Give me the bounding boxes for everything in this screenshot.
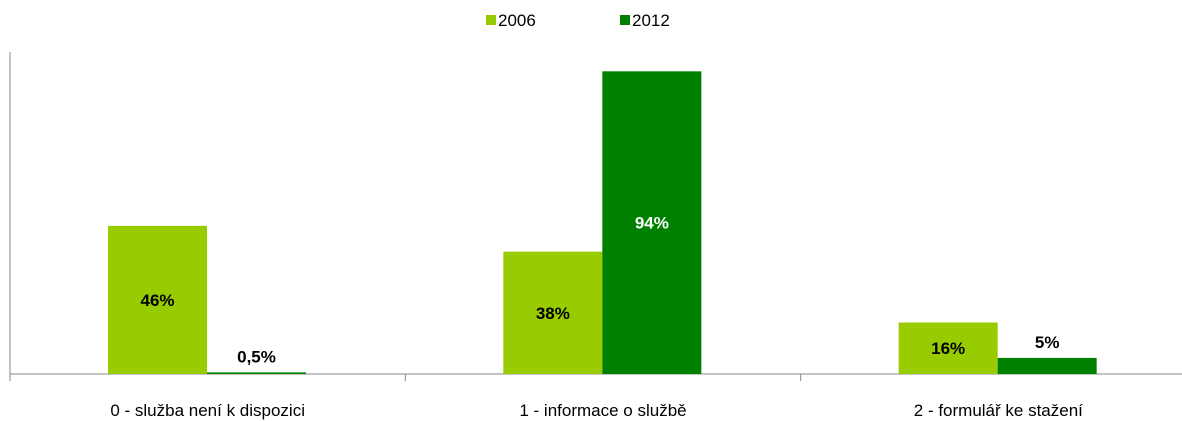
- data-label-2006-0: 46%: [140, 291, 174, 310]
- legend: 2006 2012: [486, 11, 670, 30]
- bar-2006-2: [898, 322, 998, 374]
- data-label-2006-2: 16%: [931, 339, 965, 358]
- data-label-2012-1: 94%: [635, 214, 669, 233]
- bar-2012-1: [602, 71, 702, 374]
- bar-2006-0: [108, 225, 207, 374]
- data-labels: 46% 0,5% 38% 94% 16% 5%: [140, 214, 1059, 367]
- bars: [108, 71, 1097, 374]
- category-label-0: 0 - služba není k dispozici: [110, 401, 305, 420]
- bar-2006-1: [503, 251, 603, 374]
- bar-2012-2: [997, 357, 1097, 374]
- bar-2012-0: [207, 372, 306, 374]
- data-label-2006-1: 38%: [536, 304, 570, 323]
- legend-label-2006: 2006: [498, 11, 536, 30]
- data-label-2012-0: 0,5%: [237, 347, 276, 366]
- legend-swatch-2012: [620, 15, 630, 25]
- data-label-2012-2: 5%: [1035, 333, 1060, 352]
- category-label-2: 2 - formulář ke stažení: [914, 401, 1083, 420]
- legend-label-2012: 2012: [632, 11, 670, 30]
- category-labels: 0 - služba není k dispozici 1 - informace…: [110, 401, 1083, 420]
- category-label-1: 1 - informace o službě: [519, 401, 686, 420]
- legend-swatch-2006: [486, 15, 496, 25]
